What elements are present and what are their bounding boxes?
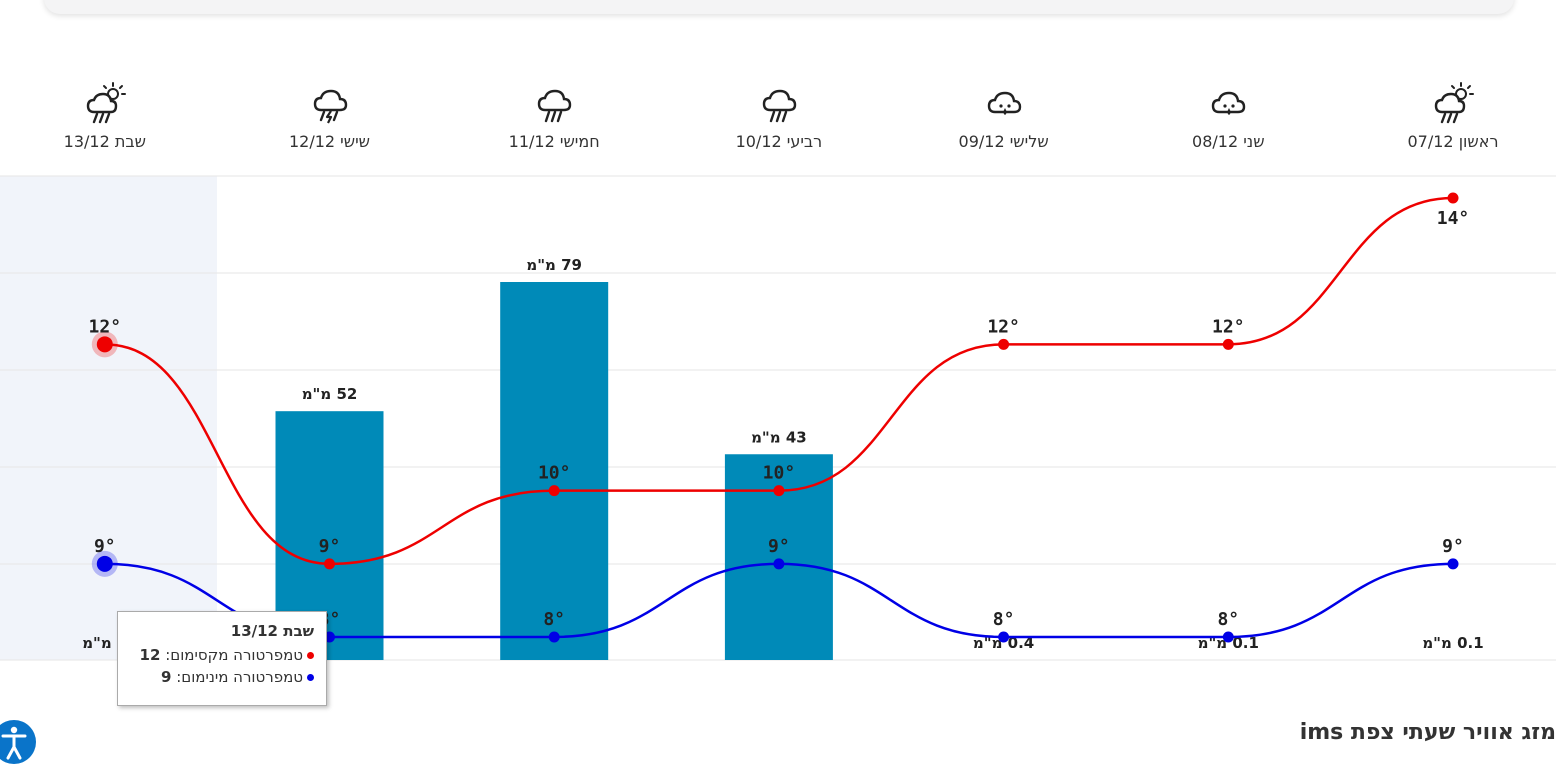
data-point-0-4 bbox=[548, 485, 560, 497]
data-point-1-6 bbox=[96, 555, 113, 572]
top-card bbox=[44, 0, 1514, 14]
day-label: שישי 12/12 bbox=[288, 132, 371, 151]
temp-label-0-5: 9° bbox=[319, 536, 341, 557]
precip-label-2: 0.4 מ"מ bbox=[973, 634, 1034, 652]
day-label: שני 08/12 bbox=[1192, 132, 1265, 151]
footer-title: מזג אוויר שעתי צפת ims bbox=[1299, 720, 1556, 745]
precip-label-0: 0.1 מ"מ bbox=[1422, 634, 1483, 652]
data-point-0-1 bbox=[1222, 338, 1234, 350]
day-header-1: שני 08/12 bbox=[1128, 78, 1328, 152]
data-point-0-0 bbox=[1447, 192, 1459, 204]
cloud-rain-icon bbox=[762, 89, 797, 123]
temp-label-1-2: 8° bbox=[993, 609, 1015, 630]
forecast-chart: 0.1 מ"מ 0.1 מ"מ 0.4 מ"מ 43 מ"מ 79 מ"מ 52 מ"מ 0… bbox=[0, 175, 1556, 661]
precip-label-6: 0 מ"מ bbox=[82, 634, 127, 652]
tooltip-min-dot bbox=[307, 674, 314, 681]
day-label: חמישי 11/12 bbox=[508, 132, 600, 151]
tooltip-min-label: טמפרטורה מינימום bbox=[181, 668, 303, 686]
temp-label-0-4: 10° bbox=[538, 463, 571, 484]
day-header-2: שלישי 09/12 bbox=[904, 78, 1104, 152]
partly-sunny-rain-icon bbox=[1434, 82, 1474, 124]
temp-label-0-6: 12° bbox=[89, 316, 122, 337]
day-header-6: שבת 13/12 bbox=[5, 78, 205, 152]
cloud-drizzle-icon bbox=[987, 91, 1021, 115]
tooltip-max-row: טמפרטורה מקסימום: 12 bbox=[128, 644, 314, 666]
data-point-0-6 bbox=[96, 336, 113, 353]
precip-label-5: 52 מ"מ bbox=[302, 385, 358, 403]
day-header-5: שישי 12/12 bbox=[230, 78, 430, 152]
highlight-band bbox=[0, 176, 217, 660]
cloud-rain-icon bbox=[537, 89, 572, 123]
temp-label-0-2: 12° bbox=[987, 316, 1020, 337]
tooltip-min-value: 9 bbox=[161, 668, 172, 686]
day-label: שבת 13/12 bbox=[63, 132, 146, 151]
temp-label-1-3: 9° bbox=[768, 536, 790, 557]
temp-label-1-6: 9° bbox=[94, 536, 116, 557]
chart-tooltip: שבת 13/12 טמפרטורה מקסימום: 12 טמפרטורה … bbox=[117, 611, 327, 706]
data-point-0-3 bbox=[773, 485, 785, 497]
temp-label-1-4: 8° bbox=[543, 609, 565, 630]
day-label: ראשון 07/12 bbox=[1407, 132, 1499, 151]
day-label: שלישי 09/12 bbox=[958, 132, 1049, 151]
temp-label-0-1: 12° bbox=[1212, 316, 1245, 337]
tooltip-min-row: טמפרטורה מינימום: 9 bbox=[128, 666, 314, 688]
precip-bar-4 bbox=[500, 282, 609, 660]
temp-label-0-3: 10° bbox=[763, 463, 796, 484]
tooltip-title: שבת 13/12 bbox=[230, 622, 314, 640]
cloud-drizzle-icon bbox=[1212, 91, 1246, 115]
precip-label-1: 0.1 מ"מ bbox=[1198, 634, 1259, 652]
data-point-0-5 bbox=[324, 558, 335, 570]
data-point-1-2 bbox=[998, 631, 1010, 643]
accessibility-icon[interactable] bbox=[0, 720, 36, 764]
temp-label-1-1: 8° bbox=[1217, 609, 1239, 630]
data-point-1-1 bbox=[1222, 631, 1234, 643]
day-header-0: ראשון 07/12 bbox=[1353, 78, 1553, 152]
precip-label-3: 43 מ"מ bbox=[751, 428, 807, 446]
temp-label-0-0: 14° bbox=[1437, 208, 1470, 229]
data-point-1-3 bbox=[773, 558, 785, 570]
temp-label-1-0: 9° bbox=[1442, 536, 1464, 557]
day-header-3: רביעי 10/12 bbox=[679, 78, 879, 152]
tooltip-max-value: 12 bbox=[139, 646, 161, 664]
day-label: רביעי 10/12 bbox=[735, 132, 823, 151]
tooltip-max-dot bbox=[307, 652, 314, 659]
precip-label-4: 79 מ"מ bbox=[526, 256, 582, 274]
data-point-1-4 bbox=[548, 631, 560, 643]
partly-sunny-rain-icon bbox=[86, 82, 126, 124]
data-point-1-0 bbox=[1447, 558, 1459, 570]
data-point-0-2 bbox=[998, 338, 1010, 350]
tooltip-max-label: טמפרטורה מקסימום bbox=[170, 646, 303, 664]
thunderstorm-icon bbox=[313, 89, 347, 124]
day-header-4: חמישי 11/12 bbox=[454, 78, 654, 152]
